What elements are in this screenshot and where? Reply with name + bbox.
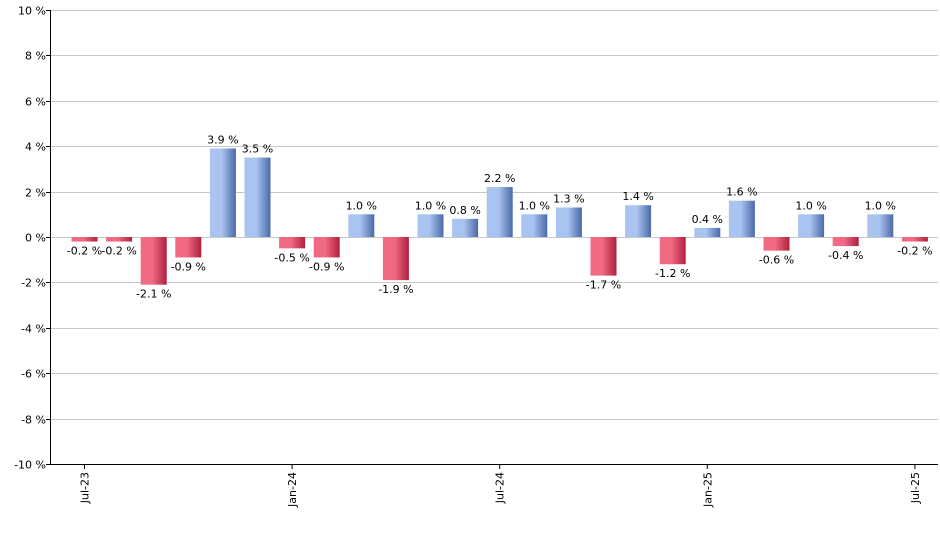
bar — [659, 237, 686, 265]
bar — [728, 200, 755, 237]
bar — [209, 148, 236, 237]
data-label: -0.2 % — [897, 245, 932, 258]
x-tick-label: Jul-23 — [79, 472, 92, 504]
bar — [452, 218, 479, 237]
data-label: -0.6 % — [759, 254, 794, 267]
data-label: 1.0 % — [865, 199, 896, 212]
bar — [486, 187, 513, 237]
bar — [901, 237, 928, 242]
bar — [417, 214, 444, 237]
data-label: -0.9 % — [171, 260, 206, 273]
bar — [175, 237, 202, 258]
data-label: 1.6 % — [726, 186, 757, 199]
bar — [832, 237, 859, 247]
x-tick-label: Jan-25 — [701, 472, 714, 508]
y-tick-label: -8 % — [21, 414, 46, 427]
data-label: -0.2 % — [67, 245, 102, 258]
data-label: 1.3 % — [553, 192, 584, 205]
data-label: 0.8 % — [449, 204, 480, 217]
data-label: -2.1 % — [136, 288, 171, 301]
bar — [521, 214, 548, 237]
bar — [555, 207, 582, 237]
bar — [694, 227, 721, 237]
axes — [50, 10, 938, 465]
y-tick-label: 6 % — [25, 96, 46, 109]
data-label: -0.4 % — [828, 249, 863, 262]
y-tick-label: -2 % — [21, 277, 46, 290]
bar — [348, 214, 375, 237]
x-tick-label: Jan-24 — [286, 472, 299, 508]
bar — [382, 237, 409, 281]
y-tick-label: 2 % — [25, 187, 46, 200]
bar — [867, 214, 894, 237]
bar — [763, 237, 790, 251]
y-tick-label: 10 % — [18, 5, 46, 18]
data-label: -1.2 % — [655, 267, 690, 280]
y-tick-label: -4 % — [21, 323, 46, 336]
data-label: -0.2 % — [101, 245, 136, 258]
bar — [590, 237, 617, 276]
data-label: -1.9 % — [378, 283, 413, 296]
data-label: 1.0 % — [519, 199, 550, 212]
y-tick-label: 0 % — [25, 232, 46, 245]
x-tick-label: Jul-24 — [494, 472, 507, 504]
y-axis-tick-labels: 10 % 8 % 6 % 4 % 2 % 0 % -2 % -4 % -6 % -8 % -10 % — [14, 5, 46, 472]
y-tick-label: 4 % — [25, 141, 46, 154]
bars — [71, 148, 928, 285]
bar — [106, 237, 133, 242]
data-label: -1.7 % — [586, 279, 621, 292]
data-label: 2.2 % — [484, 172, 515, 185]
y-tick-label: 8 % — [25, 50, 46, 63]
bar — [313, 237, 340, 258]
bar — [244, 157, 271, 237]
data-label: 1.4 % — [622, 190, 653, 203]
x-axis-tick-labels: Jul-23 Jan-24 Jul-24 Jan-25 Jul-25 — [79, 464, 922, 508]
data-label: -0.9 % — [309, 260, 344, 273]
data-label: 1.0 % — [346, 199, 377, 212]
data-label: 3.9 % — [207, 133, 238, 146]
data-label: 3.5 % — [242, 143, 273, 156]
y-tick-label: -6 % — [21, 368, 46, 381]
bar — [279, 237, 306, 249]
data-label: 1.0 % — [795, 199, 826, 212]
data-labels: -0.2 % -0.2 %-2.1 %-0.9 %3.9 %3.5 %-0.5 %… — [67, 133, 933, 300]
bar — [798, 214, 825, 237]
y-tick-label: -10 % — [14, 459, 46, 472]
bar — [625, 205, 652, 237]
data-label: 1.0 % — [415, 199, 446, 212]
data-label: -0.5 % — [274, 251, 309, 264]
bar — [71, 237, 98, 242]
x-tick-label: Jul-25 — [909, 472, 922, 504]
bar — [140, 237, 167, 285]
data-label: 0.4 % — [692, 213, 723, 226]
